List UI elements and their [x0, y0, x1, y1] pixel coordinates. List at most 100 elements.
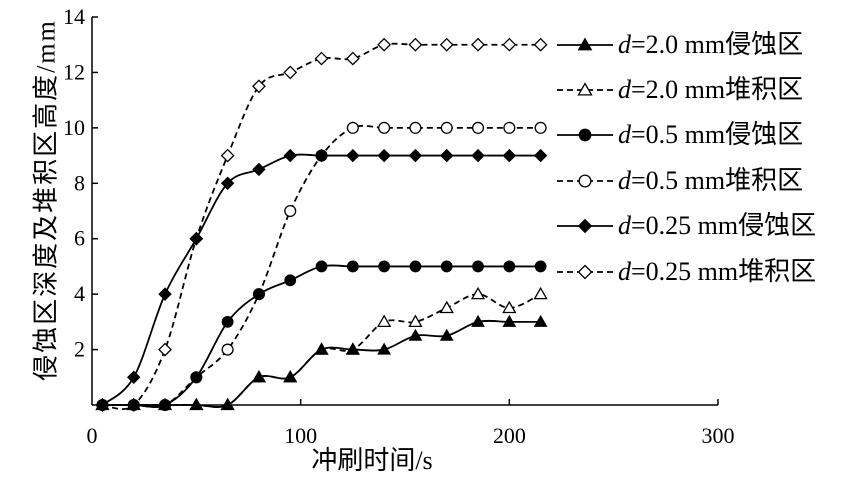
series-4-point-14: [503, 121, 516, 134]
series-2-point-10: [377, 314, 392, 328]
series-1-line: [102, 319, 541, 408]
y-axis-title: 侵蚀区深度及堆积区高度/mm: [32, 19, 61, 381]
series-4-point-7: [284, 204, 297, 218]
y-tick-label: 10: [63, 115, 85, 140]
series-6-point-3: [158, 342, 172, 357]
series-6-point-5: [220, 148, 235, 163]
series-4-point-10: [378, 121, 391, 134]
series-6-point-12: [439, 37, 454, 52]
legend-label: d=0.25 mm堆积区: [618, 256, 817, 286]
series-2-point-15: [533, 286, 548, 300]
series-5-point-10: [377, 148, 391, 163]
series-1-point-10: [377, 342, 391, 355]
x-tick-label: 300: [702, 423, 735, 448]
series-3-point-5: [221, 315, 234, 328]
legend-sample: [557, 174, 613, 188]
y-tick-label: 8: [74, 170, 85, 195]
series-5-point-3: [158, 287, 172, 301]
series-3-point-14: [503, 260, 516, 273]
series-1-point-5: [220, 397, 235, 410]
legend-sample: [557, 82, 613, 96]
legend-marker: [577, 82, 593, 96]
series-markers: [95, 37, 548, 412]
series-5-point-4: [189, 232, 204, 246]
legend-item: d=2.0 mm堆积区: [555, 67, 845, 112]
y-tick-label: 4: [74, 281, 85, 306]
series-6-point-13: [471, 37, 485, 52]
legend-marker: [577, 264, 593, 280]
legend-label: d=2.0 mm侵蚀区: [618, 29, 804, 59]
series-6-point-14: [502, 37, 517, 52]
y-tick-label: 6: [74, 226, 85, 251]
series-1-point-12: [439, 328, 454, 341]
legend-item: d=2.0 mm侵蚀区: [555, 22, 845, 67]
x-tick-label: 100: [284, 423, 317, 448]
series-3-point-2: [127, 399, 140, 411]
legend-item: d=0.5 mm侵蚀区: [555, 113, 845, 158]
legend-label: d=2.0 mm堆积区: [618, 75, 804, 105]
series-4-point-11: [409, 121, 422, 134]
series-5-point-5: [220, 176, 235, 190]
series-4-point-5: [221, 343, 234, 356]
series-6-point-8: [314, 51, 329, 66]
series-3-point-6: [253, 288, 265, 301]
legend-sample: [557, 129, 613, 142]
legend-label: d=0.5 mm侵蚀区: [618, 120, 804, 150]
series-3-point-4: [190, 371, 203, 384]
series-5-point-15: [533, 148, 548, 163]
series-3-point-9: [346, 260, 359, 273]
series-2-point-11: [408, 314, 423, 328]
series-5-point-14: [502, 148, 517, 163]
series-3-point-11: [409, 260, 422, 273]
series-2-point-12: [439, 300, 454, 314]
series-1-point-7: [283, 370, 298, 383]
series-6-point-11: [408, 37, 423, 52]
series-1-point-4: [189, 397, 204, 410]
series-6-point-10: [377, 37, 392, 52]
legend-sample: [557, 219, 613, 234]
series-3-point-7: [284, 274, 297, 287]
series-6-point-15: [533, 37, 548, 52]
legend-item: d=0.25 mm侵蚀区: [555, 204, 845, 249]
legend-item: d=0.5 mm堆积区: [555, 158, 845, 203]
legend-marker: [577, 219, 593, 234]
series-2-point-14: [502, 300, 517, 314]
x-axis-title: 冲刷时间/s: [311, 446, 432, 475]
series-6-point-6: [252, 79, 266, 94]
series-1-point-15: [533, 314, 548, 327]
series-1-point-14: [502, 314, 517, 327]
y-tick-label: 12: [63, 59, 85, 84]
legend-marker: [578, 129, 592, 142]
series-5-point-7: [283, 148, 297, 163]
series-6-point-7: [283, 65, 298, 80]
x-tick-label: 200: [493, 423, 526, 448]
series-5-point-8: [314, 148, 329, 163]
series-5-point-12: [440, 148, 454, 163]
series-5-point-13: [471, 148, 485, 163]
series-5-line: [101, 153, 541, 406]
axes: 0 100 200 300 2 4 6 8 10 12 14: [63, 4, 735, 448]
series-5-point-2: [127, 370, 141, 384]
series-6-point-9: [345, 51, 360, 66]
series-6-line: [102, 42, 541, 410]
series-1-point-13: [471, 314, 485, 327]
series-3-point-12: [440, 260, 453, 273]
series-1-point-8: [314, 342, 329, 355]
y-tick-label: 14: [63, 4, 85, 29]
series-3-point-15: [534, 260, 547, 273]
series-4-point-9: [346, 121, 359, 134]
series-3-point-10: [378, 260, 391, 273]
series-5-point-1: [95, 398, 110, 412]
legend: d=2.0 mm侵蚀区 d=2.0 mm堆积区 d=0.5 mm侵蚀区 d=0.5 m…: [555, 22, 845, 294]
series-3-point-13: [472, 260, 484, 273]
legend-marker: [577, 37, 593, 51]
series-4-point-13: [471, 121, 485, 134]
series-1-point-9: [345, 342, 360, 355]
series-4-point-15: [534, 121, 547, 134]
x-tick-label: 0: [87, 423, 98, 448]
legend-sample: [557, 37, 613, 51]
legend-item: d=0.25 mm堆积区: [555, 249, 845, 294]
series-4-point-12: [440, 121, 453, 134]
